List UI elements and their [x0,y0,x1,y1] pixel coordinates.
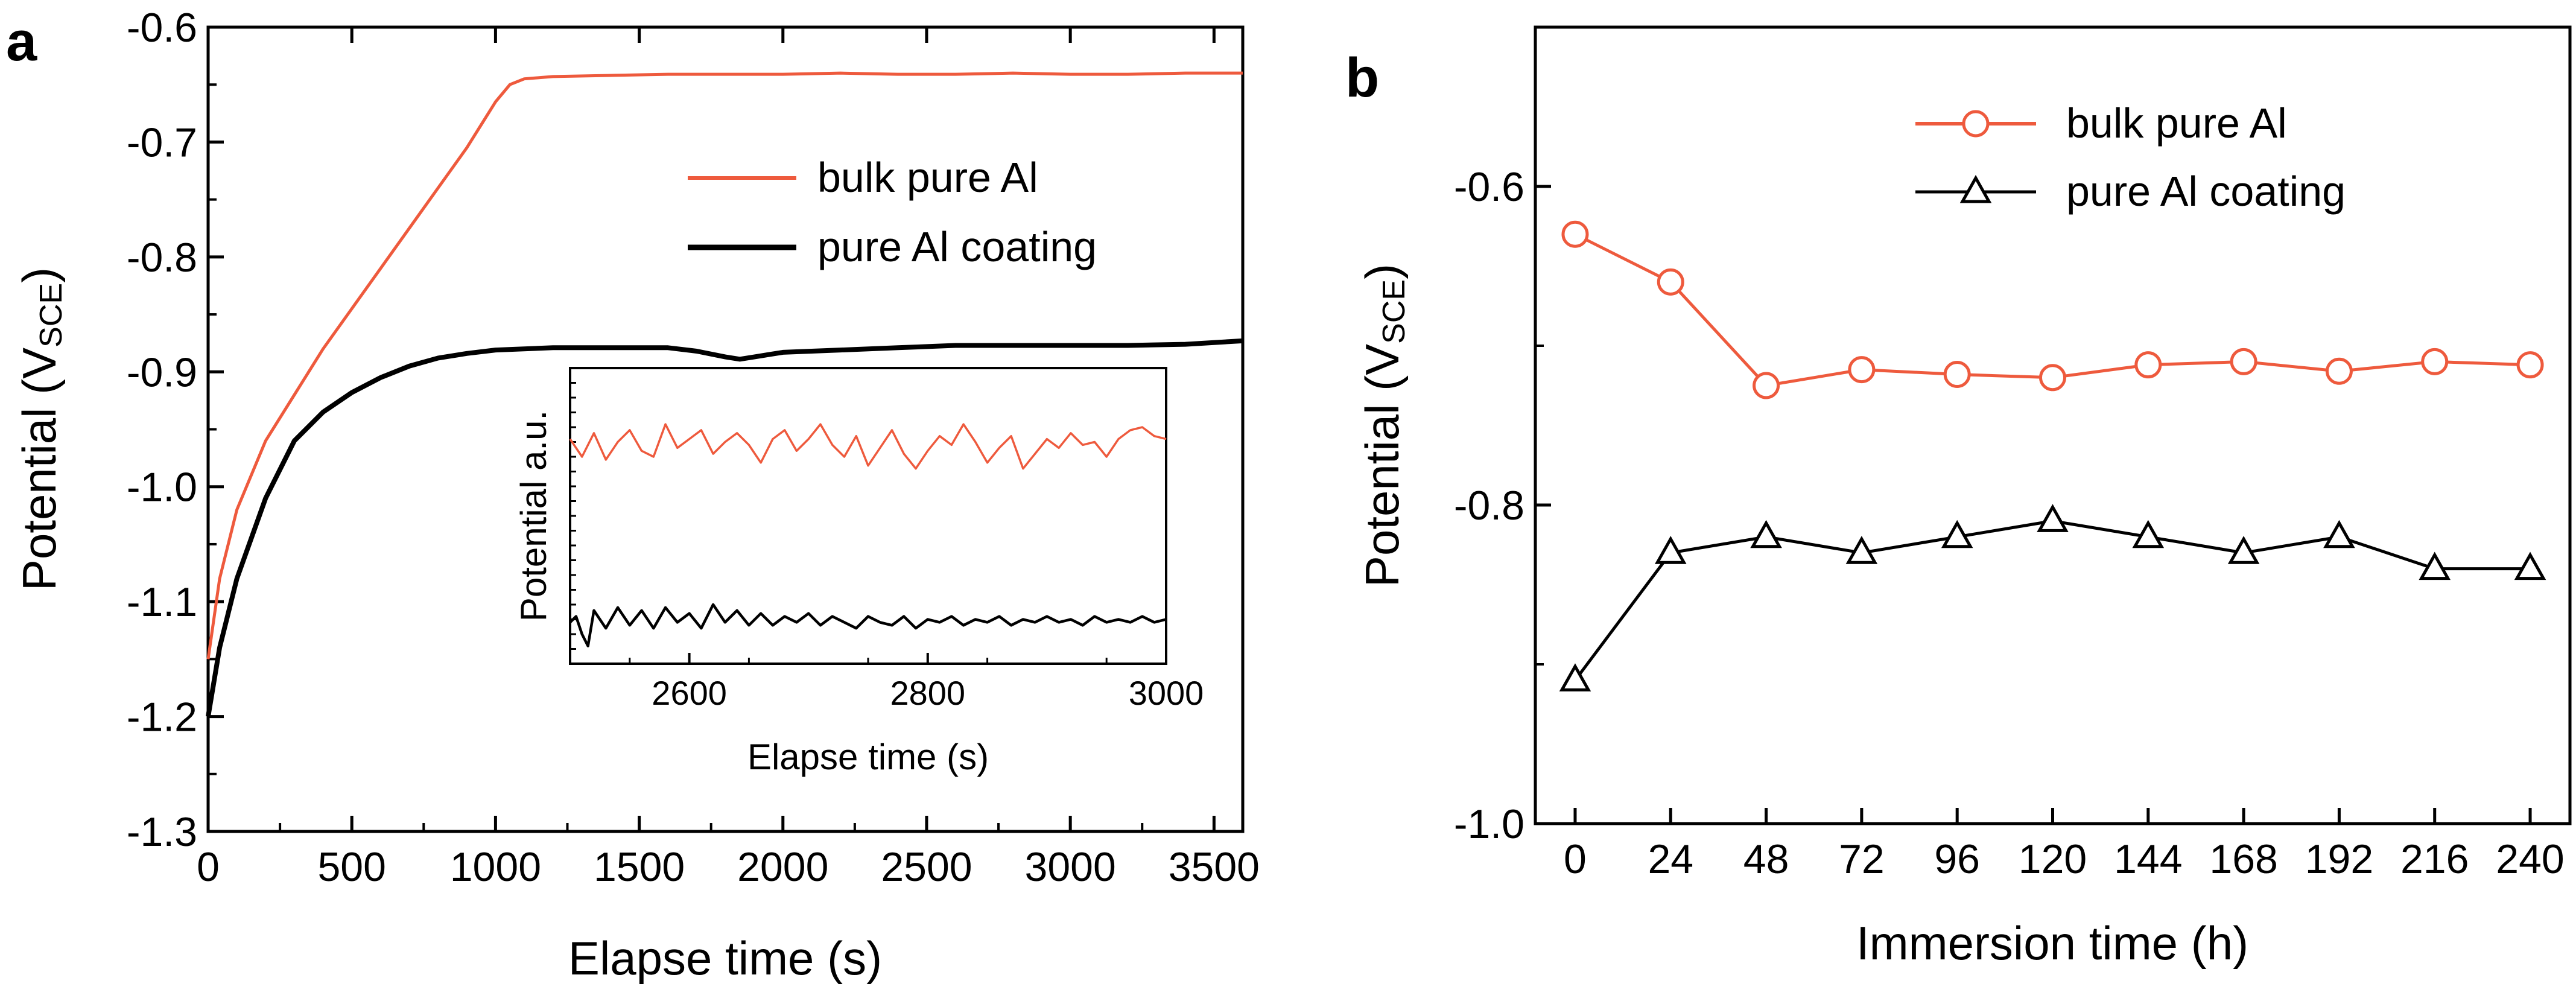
panel-b-series [1559,220,2546,691]
panel-b-x-tick-label: 240 [2496,836,2564,882]
panel-b-bulk-point [1943,361,1971,389]
panel-a-x-axis-title: Elapse time (s) [568,932,882,985]
panel-a-y-tick-label: -0.8 [127,235,197,281]
panel-b-coating-point [2037,504,2069,532]
panel-a-x-tick-label: 0 [197,844,220,890]
panel-b-y-tick-label: -1.0 [1454,801,1524,847]
inset-x-ticks: 2600 2800 3000 [629,653,1204,712]
panel-b-x-tick-label: 24 [1648,836,1693,882]
panel-a-x-tick-label: 500 [317,844,385,890]
panel-a-y-tick-label: -0.7 [127,119,197,165]
panel-a-series-bulk-line [206,71,1243,659]
panel-b-bulk-point [2134,351,2162,379]
panel-b-x-tick-label: 0 [1564,836,1587,882]
panel-a-series-coating-line [206,338,1243,717]
panel-b-bulk-point [2421,348,2449,375]
panel-a-x-tick-label: 3000 [1025,844,1116,890]
panel-b-x-tick-label: 144 [2114,836,2182,882]
panel-b-x-tick-label: 48 [1743,836,1789,882]
panel-b-y-axis-title: Potential (VSCE) [1356,264,1412,587]
panel-b-x-tick-label: 120 [2019,836,2087,882]
panel-a-x-tick-label: 2000 [737,844,828,890]
panel-b-legend-label-coating: pure Al coating [2066,168,2346,215]
panel-a-label: a [6,11,37,72]
inset-series [569,423,1167,647]
panel-a-y-tick-label: -1.0 [127,465,197,510]
panel-b-x-tick-label: 192 [2305,836,2373,882]
panel-a-series [206,71,1243,717]
panel-b-coating-point [2419,551,2451,580]
panel-b-coating-point [1559,663,1591,691]
inset-x-tick-label: 2800 [890,674,966,712]
panel-b-legend-marker-coating [1959,174,1992,203]
inset-x-axis-title: Elapse time (s) [747,737,989,777]
panel-b-legend-marker-bulk [1962,110,1990,138]
panel-a-y-axis-title-close: ) [13,267,66,283]
panel-b-legend-label-bulk: bulk pure Al [2066,100,2287,147]
panel-b-coating-point [2227,536,2260,564]
panel-b-coating-point [1654,536,1687,564]
panel-b-series-coating-line [1573,519,2531,681]
panel-b-coating-point [1941,520,1973,548]
panel-b-coating-point [2514,551,2546,580]
inset-x-tick-label: 2600 [652,674,727,712]
inset-series-coating-line [569,603,1167,647]
panel-a: a 0 500 1000 1500 2000 2500 3000 3500 -1.3-1.2-… [6,5,1260,985]
panel-a-y-tick-label: -0.9 [127,349,197,395]
panel-b-label: b [1345,47,1379,109]
panel-a-y-tick-label: -0.6 [127,5,197,51]
panel-a-x-tick-label: 3500 [1169,844,1260,890]
panel-b-coating-point [2323,520,2355,548]
panel-b-y-axis-title-main: Potential (V [1356,344,1409,587]
panel-b-x-tick-label: 168 [2209,836,2277,882]
panel-b-bulk-point [1753,372,1780,399]
panel-b-bulk-point [2230,348,2257,375]
panel-a-x-tick-label: 1500 [594,844,685,890]
panel-b-bulk-point [2039,364,2066,392]
panel-b-y-axis-title-close: ) [1356,264,1409,279]
panel-a-inset: 2600 2800 3000 Elapse time (s) Potential a… [513,367,1204,777]
panel-b-bulk-point [2325,357,2353,385]
panel-b-y-tick-label: -0.6 [1454,164,1524,210]
panel-b-x-axis-title: Immersion time (h) [1856,917,2248,970]
panel-a-y-tick-label: -1.1 [127,579,197,625]
inset-series-bulk-line [569,423,1167,470]
panel-b-x-tick-label: 72 [1839,836,1885,882]
panel-b-x-tick-label: 216 [2400,836,2469,882]
panel-a-y-axis-title: Potential (VSCE) [13,267,69,591]
panel-a-y-axis-title-main: Potential (V [13,348,66,591]
panel-b-legend: bulk pure Al pure Al coating [1915,100,2346,215]
panel-b-coating-point [1845,536,1878,564]
panel-a-x-ticks: 0 500 1000 1500 2000 2500 3000 3500 [197,27,1260,890]
panel-b-y-ticks: -1.0 -0.8 -0.6 [1454,164,1551,847]
panel-a-y-axis-title-sub: SCE [34,283,69,348]
panel-b-coating-point [1750,520,1782,548]
panel-a-y-ticks: -1.3 -1.2 -1.1 -1.0 -0.9 -0.8 -0.7 -0.6 [127,5,224,855]
panel-a-x-tick-label: 2500 [881,844,972,890]
panel-b-x-tick-label: 96 [1934,836,1980,882]
inset-x-tick-label: 3000 [1129,674,1204,712]
panel-b-plot-frame [1534,25,2572,825]
panel-b-y-axis-title-sub: SCE [1377,279,1412,344]
panel-b-bulk-point [1657,268,1684,296]
inset-y-axis-title: Potential a.u. [513,410,554,621]
panel-b-y-tick-label: -0.8 [1454,483,1524,529]
panel-b-coating-point [2132,520,2165,548]
panel-b-bulk-point [1561,220,1589,248]
panel-a-y-tick-label: -1.3 [127,809,197,855]
panel-a-x-tick-label: 1000 [450,844,541,890]
panel-a-legend: bulk pure Al pure Al coating [688,154,1097,270]
panel-b-series-bulk-line [1574,232,2531,387]
panel-b-bulk-point [2516,351,2544,379]
panel-a-legend-label-coating: pure Al coating [817,223,1097,270]
panel-b-x-ticks: 0 24 48 72 96 120 144 168 192 216 240 [1564,808,2565,882]
panel-b-bulk-point [1848,356,1876,384]
panel-a-y-tick-label: -1.2 [127,694,197,740]
panel-b: b 0 24 48 72 96 120 144 168 192 216 240 -1.0 -0.8 -0… [1345,25,2572,970]
panel-a-legend-label-bulk: bulk pure Al [817,154,1038,201]
